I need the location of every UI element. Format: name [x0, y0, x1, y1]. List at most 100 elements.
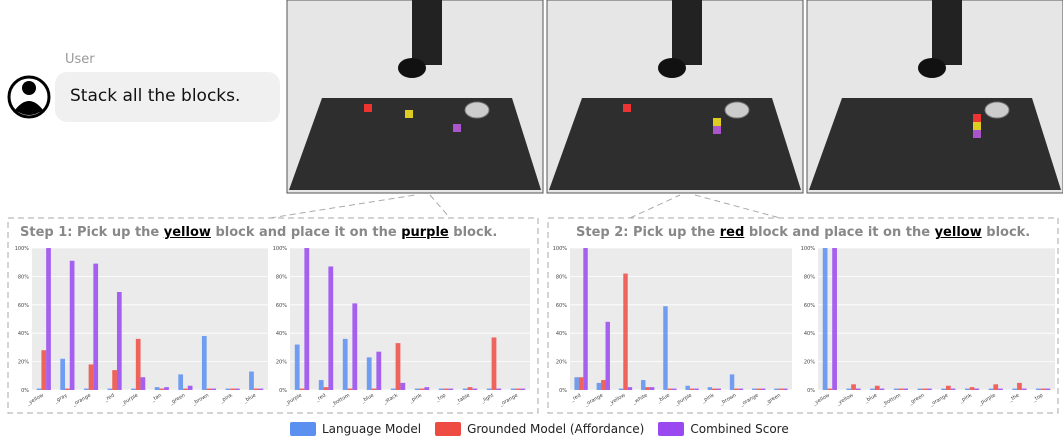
bar	[618, 388, 624, 390]
bar	[974, 388, 980, 390]
bar	[846, 388, 852, 390]
x-tick-label: _orange	[583, 393, 604, 409]
bar	[467, 387, 473, 390]
bar	[93, 263, 99, 390]
step-text: block and place it on the	[210, 225, 402, 240]
x-tick-label: _yellow	[835, 393, 855, 408]
y-tick-label: 40%	[804, 331, 815, 337]
bar	[178, 374, 184, 390]
bar	[462, 388, 468, 390]
block	[973, 114, 981, 122]
bar	[783, 388, 788, 390]
bar	[574, 377, 579, 390]
step-text: block.	[981, 225, 1031, 240]
x-tick-label: _blue	[863, 393, 878, 405]
bar	[135, 338, 141, 390]
bar	[201, 336, 207, 390]
x-tick-label: _tan	[150, 393, 163, 404]
legend-label: Grounded Model (Affordance)	[467, 422, 645, 436]
block	[623, 104, 631, 112]
bar	[927, 388, 932, 390]
bar	[964, 388, 970, 390]
x-tick-label: _purple	[283, 393, 303, 408]
block	[713, 126, 721, 134]
bar	[969, 387, 975, 390]
block	[713, 118, 721, 126]
bar	[1040, 388, 1046, 390]
y-tick-label: 80%	[804, 274, 815, 280]
bar	[672, 388, 677, 390]
bar	[211, 388, 217, 390]
y-tick-label: 0%	[279, 388, 287, 394]
bar	[112, 370, 117, 390]
y-tick-label: 60%	[18, 303, 29, 309]
bar	[855, 388, 861, 390]
x-tick-label: _brown	[718, 393, 737, 408]
bar	[347, 388, 353, 390]
robot-base	[398, 58, 426, 78]
bar	[253, 388, 259, 390]
x-tick-label: _green	[168, 393, 187, 407]
step-text: block and place it on the	[744, 225, 935, 240]
bar	[116, 292, 122, 390]
y-tick-label: 60%	[556, 303, 567, 309]
bar	[414, 388, 420, 390]
y-tick-label: 60%	[804, 303, 815, 309]
bar	[352, 303, 358, 390]
step-text: yellow	[934, 225, 982, 240]
bar	[734, 388, 739, 390]
x-tick-label: _pink	[958, 392, 973, 404]
step-title: Step 1: Pick up the yellow block and pla…	[20, 225, 497, 240]
bar	[328, 266, 334, 390]
plot-area	[32, 248, 268, 390]
bar	[627, 387, 633, 390]
x-tick-label: _purple	[673, 393, 693, 408]
legend-item: Grounded Model (Affordance)	[435, 422, 644, 436]
bar	[922, 388, 928, 390]
bar	[249, 371, 254, 390]
y-tick-label: 20%	[804, 360, 815, 366]
bar	[206, 388, 212, 390]
bar	[419, 388, 425, 390]
bar	[183, 388, 188, 390]
bar	[578, 377, 584, 390]
bar	[234, 388, 240, 390]
x-tick-label: _top	[434, 393, 447, 404]
chart: 0% 20% 40% 60% 80% 100% _yellow _yellow _blue _bo…	[801, 246, 1055, 409]
step-title: Step 2: Pick up the red block and place …	[576, 225, 1030, 240]
bar	[366, 357, 372, 390]
bar	[879, 388, 885, 390]
bar	[472, 388, 478, 390]
chat-bubble	[55, 72, 280, 122]
step-text: purple	[401, 225, 449, 240]
bar	[596, 382, 602, 390]
x-tick-label: _orange	[71, 393, 92, 409]
bar	[851, 384, 856, 390]
connector	[269, 194, 416, 219]
x-tick-label: _stack	[381, 392, 399, 406]
scene-table	[549, 98, 801, 190]
plot-area	[570, 248, 792, 390]
user-icon	[7, 75, 51, 119]
bar	[83, 388, 89, 390]
bar	[738, 388, 744, 390]
bar	[689, 388, 695, 390]
scene-table	[809, 98, 1061, 190]
y-tick-label: 100%	[15, 246, 30, 252]
step-text: yellow	[163, 225, 211, 240]
x-tick-label: _white	[631, 393, 649, 407]
step-text: block.	[448, 225, 498, 240]
x-tick-label: _yellow	[25, 393, 45, 408]
bar	[707, 387, 713, 390]
y-tick-label: 40%	[556, 331, 567, 337]
bar	[685, 385, 690, 390]
bar	[998, 388, 1003, 390]
bar	[729, 374, 735, 390]
bar	[756, 388, 761, 390]
bowl	[464, 101, 490, 119]
x-tick-label: _green	[907, 393, 926, 407]
bar	[41, 350, 47, 390]
x-tick-label: _purple	[119, 393, 139, 408]
bowl	[724, 101, 750, 119]
